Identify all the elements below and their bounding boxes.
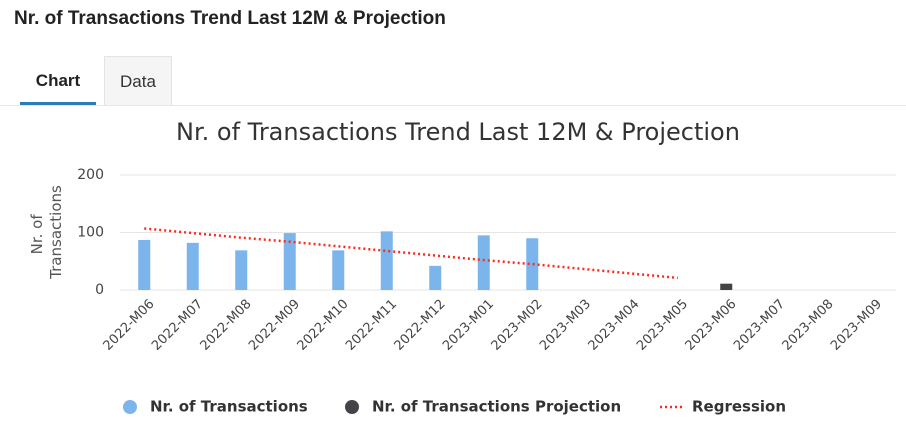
chart-title: Nr. of Transactions Trend Last 12M & Pro… — [176, 118, 740, 146]
bar — [283, 233, 296, 290]
bar — [720, 283, 733, 290]
bar — [477, 235, 490, 290]
y-tick-label: 100 — [77, 225, 104, 241]
legend-label[interactable]: Nr. of Transactions — [150, 398, 308, 416]
bar — [186, 242, 199, 290]
x-tick-label: 2023-M03 — [537, 297, 594, 354]
bar — [235, 250, 248, 290]
bar — [429, 265, 442, 290]
legend-marker — [123, 400, 137, 414]
y-axis-label: Nr. of Transactions — [28, 185, 65, 280]
x-tick-label: 2022-M09 — [246, 297, 303, 354]
bar — [332, 250, 345, 290]
x-tick-label: 2022-M08 — [198, 297, 255, 354]
x-tick-label: 2023-M01 — [440, 297, 497, 354]
x-tick-label: 2022-M07 — [149, 297, 206, 354]
x-tick-label: 2022-M06 — [101, 297, 158, 354]
x-tick-label: 2023-M07 — [731, 297, 788, 354]
x-tick-label: 2022-M11 — [343, 297, 400, 354]
legend-label[interactable]: Regression — [692, 398, 786, 416]
x-tick-label: 2023-M09 — [828, 297, 885, 354]
x-tick-label: 2022-M12 — [392, 297, 449, 354]
x-tick-label: 2023-M06 — [683, 297, 740, 354]
bar — [138, 239, 151, 290]
legend-label[interactable]: Nr. of Transactions Projection — [372, 398, 621, 416]
tab[interactable]: Chart — [20, 56, 96, 105]
x-tick-label: 2023-M02 — [489, 297, 546, 354]
bar — [380, 231, 393, 290]
y-tick-label: 200 — [77, 167, 104, 183]
tab-divider — [0, 105, 906, 106]
bar — [526, 238, 539, 290]
page-title: Nr. of Transactions Trend Last 12M & Pro… — [14, 8, 446, 29]
legend-marker — [345, 400, 359, 414]
y-axis-label-line: Transactions — [47, 185, 65, 280]
tab[interactable]: Data — [104, 56, 172, 105]
regression-line — [144, 227, 678, 280]
x-tick-label: 2023-M08 — [780, 297, 837, 354]
y-axis-label-line: Nr. of — [28, 214, 46, 255]
y-tick-label: 0 — [95, 282, 104, 298]
x-tick-label: 2023-M05 — [634, 297, 691, 354]
x-tick-label: 2023-M04 — [586, 297, 643, 354]
x-tick-label: 2022-M10 — [295, 297, 352, 354]
